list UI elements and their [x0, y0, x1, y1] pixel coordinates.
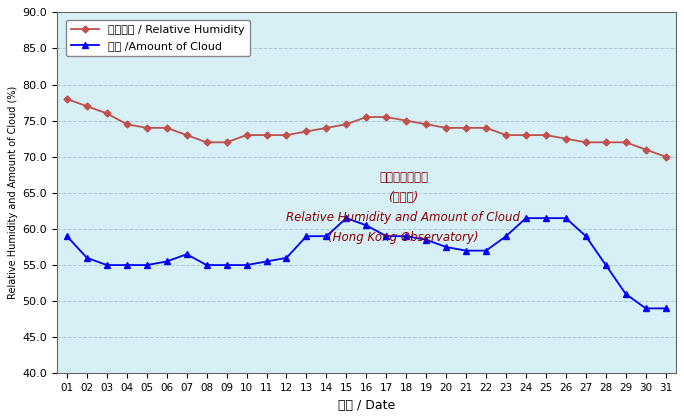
雲量 /Amount of Cloud — [143, 262, 151, 268]
相對湿度 / Relative Humidity — [122, 122, 131, 127]
相對湿度 / Relative Humidity — [382, 115, 391, 120]
相對湿度 / Relative Humidity — [622, 140, 630, 145]
相對湿度 / Relative Humidity — [363, 115, 371, 120]
相對湿度 / Relative Humidity — [242, 133, 250, 138]
雲量 /Amount of Cloud — [83, 255, 91, 260]
相對湿度 / Relative Humidity — [442, 125, 450, 130]
相對湿度 / Relative Humidity — [522, 133, 530, 138]
相對湿度 / Relative Humidity — [342, 122, 350, 127]
Line: 雲量 /Amount of Cloud: 雲量 /Amount of Cloud — [64, 215, 669, 312]
相對湿度 / Relative Humidity — [183, 133, 191, 138]
相對湿度 / Relative Humidity — [143, 125, 151, 130]
Line: 相對湿度 / Relative Humidity: 相對湿度 / Relative Humidity — [64, 97, 668, 159]
相對湿度 / Relative Humidity — [282, 133, 291, 138]
相對湿度 / Relative Humidity — [642, 147, 650, 152]
相對湿度 / Relative Humidity — [322, 125, 330, 130]
相對湿度 / Relative Humidity — [422, 122, 430, 127]
雲量 /Amount of Cloud — [622, 291, 630, 297]
雲量 /Amount of Cloud — [163, 259, 171, 264]
雲量 /Amount of Cloud — [322, 234, 330, 239]
雲量 /Amount of Cloud — [442, 244, 450, 249]
雲量 /Amount of Cloud — [263, 259, 271, 264]
雲量 /Amount of Cloud — [462, 248, 470, 253]
雲量 /Amount of Cloud — [363, 223, 371, 228]
相對湿度 / Relative Humidity — [582, 140, 590, 145]
相對湿度 / Relative Humidity — [302, 129, 311, 134]
雲量 /Amount of Cloud — [402, 234, 410, 239]
相對湿度 / Relative Humidity — [103, 111, 111, 116]
雲量 /Amount of Cloud — [222, 262, 231, 268]
相對湿度 / Relative Humidity — [263, 133, 271, 138]
雲量 /Amount of Cloud — [482, 248, 490, 253]
相對湿度 / Relative Humidity — [63, 97, 71, 102]
相對湿度 / Relative Humidity — [402, 118, 410, 123]
相對湿度 / Relative Humidity — [462, 125, 470, 130]
雲量 /Amount of Cloud — [602, 262, 610, 268]
雲量 /Amount of Cloud — [302, 234, 311, 239]
雲量 /Amount of Cloud — [522, 215, 530, 220]
雲量 /Amount of Cloud — [242, 262, 250, 268]
雲量 /Amount of Cloud — [183, 252, 191, 257]
Y-axis label: Relative Humidity and Amount of Cloud (%): Relative Humidity and Amount of Cloud (%… — [8, 86, 18, 299]
相對湿度 / Relative Humidity — [163, 125, 171, 130]
相對湿度 / Relative Humidity — [202, 140, 211, 145]
雲量 /Amount of Cloud — [422, 237, 430, 242]
相對湿度 / Relative Humidity — [83, 104, 91, 109]
雲量 /Amount of Cloud — [562, 215, 570, 220]
雲量 /Amount of Cloud — [63, 234, 71, 239]
雲量 /Amount of Cloud — [103, 262, 111, 268]
相對湿度 / Relative Humidity — [562, 136, 570, 141]
雲量 /Amount of Cloud — [582, 234, 590, 239]
相對湿度 / Relative Humidity — [482, 125, 490, 130]
相對湿度 / Relative Humidity — [602, 140, 610, 145]
雲量 /Amount of Cloud — [122, 262, 131, 268]
相對湿度 / Relative Humidity — [661, 154, 670, 159]
雲量 /Amount of Cloud — [661, 306, 670, 311]
X-axis label: 日期 / Date: 日期 / Date — [338, 399, 395, 412]
雲量 /Amount of Cloud — [382, 234, 391, 239]
雲量 /Amount of Cloud — [542, 215, 550, 220]
雲量 /Amount of Cloud — [202, 262, 211, 268]
Text: 相對湿度及雲量
(天文台)
Relative Humidity and Amount of Cloud
(Hong Kong Observatory): 相對湿度及雲量 (天文台) Relative Humidity and Amou… — [287, 171, 521, 244]
雲量 /Amount of Cloud — [342, 215, 350, 220]
相對湿度 / Relative Humidity — [542, 133, 550, 138]
相對湿度 / Relative Humidity — [502, 133, 510, 138]
雲量 /Amount of Cloud — [282, 255, 291, 260]
雲量 /Amount of Cloud — [642, 306, 650, 311]
相對湿度 / Relative Humidity — [222, 140, 231, 145]
Legend: 相對湿度 / Relative Humidity, 雲量 /Amount of Cloud: 相對湿度 / Relative Humidity, 雲量 /Amount of … — [66, 20, 250, 56]
雲量 /Amount of Cloud — [502, 234, 510, 239]
